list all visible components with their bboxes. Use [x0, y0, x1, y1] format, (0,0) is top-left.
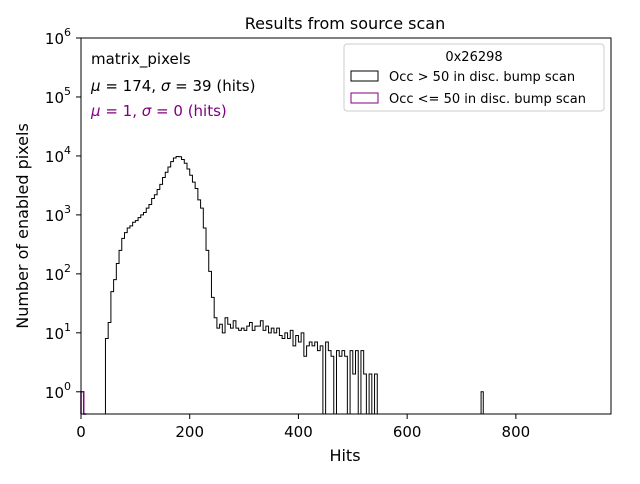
- annotation-mu-main: 174: [123, 77, 152, 95]
- annotation-sigma-low: 0: [173, 102, 183, 120]
- y-tick-label: 100: [45, 380, 71, 402]
- y-tick-label: 104: [45, 144, 71, 166]
- legend-label-low: Occ <= 50 in disc. bump scan: [389, 92, 586, 107]
- legend-title: 0x26298: [445, 50, 502, 65]
- plot-frame: [80, 37, 612, 415]
- y-axis-label: Number of enabled pixels: [13, 123, 32, 329]
- x-tick-label: 200: [175, 423, 204, 441]
- legend-swatch-high: [350, 70, 379, 82]
- annotation-stats-low: μ = 1, σ = 0 (hits): [90, 102, 227, 120]
- annotation-units-main: (hits): [216, 77, 255, 95]
- legend-box: [343, 43, 605, 112]
- annotation-stats-main: μ = 174, σ = 39 (hits): [90, 77, 255, 95]
- annotation-mu-low: 1: [123, 102, 133, 120]
- legend-swatch-low: [350, 92, 379, 104]
- y-tick-label: 103: [45, 203, 71, 225]
- x-axis: 0 200 400 600 800: [76, 414, 530, 441]
- legend: 0x26298 Occ > 50 in disc. bump scan Occ …: [343, 43, 605, 112]
- y-tick-label: 102: [45, 262, 71, 284]
- y-tick-label: 101: [45, 321, 71, 343]
- y-tick-label: 106: [45, 26, 71, 48]
- y-axis: 100 101 102 103 104 105 106: [45, 26, 81, 402]
- x-tick-label: 0: [76, 423, 86, 441]
- x-axis-label: Hits: [329, 446, 360, 465]
- legend-label-high: Occ > 50 in disc. bump scan: [389, 70, 575, 85]
- x-tick-label: 600: [393, 423, 422, 441]
- y-tick-label: 105: [45, 85, 71, 107]
- annotation-units-low: (hits): [188, 102, 227, 120]
- x-tick-label: 400: [284, 423, 313, 441]
- chart-title: Results from source scan: [245, 14, 445, 33]
- annotation-sigma-main: 39: [192, 77, 211, 95]
- series-step-0: [102, 155, 486, 415]
- annotation-name: matrix_pixels: [91, 50, 191, 69]
- x-tick-label: 800: [502, 423, 531, 441]
